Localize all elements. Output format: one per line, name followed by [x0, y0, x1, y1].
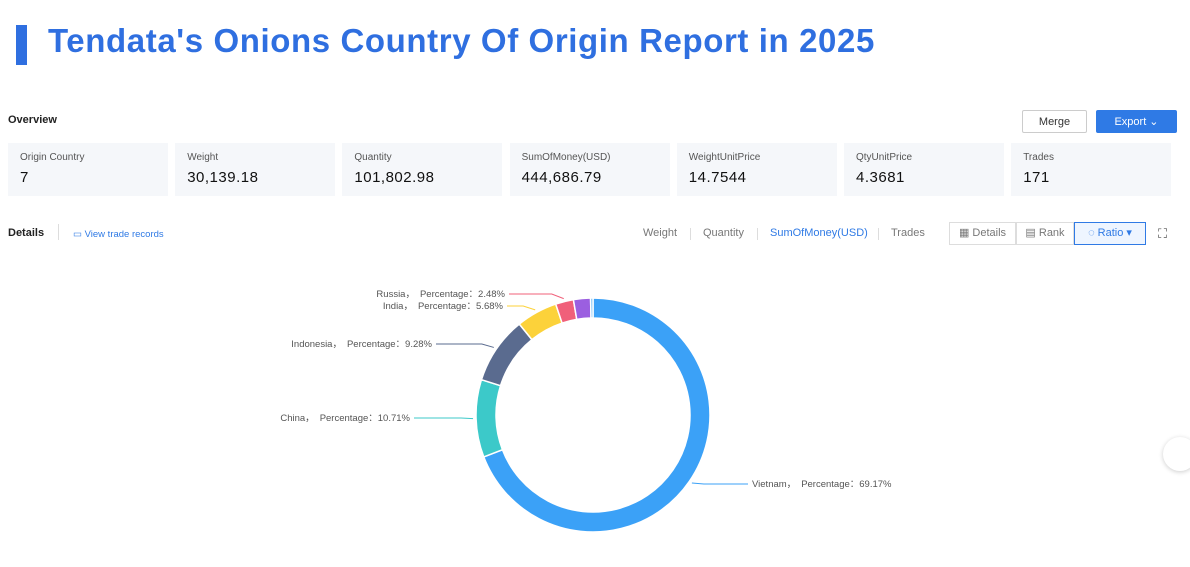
tab-divider [878, 228, 879, 240]
metric-tab[interactable]: Quantity [703, 227, 744, 239]
donut-slice [480, 323, 533, 387]
slice-label: Russia， Percentage：2.48% [376, 289, 505, 300]
view-label: Details [972, 227, 1007, 239]
slice-label: Vietnam， Percentage：69.17% [752, 479, 892, 490]
slice-category: Vietnam， [752, 479, 796, 490]
slice-category: India， [383, 301, 413, 312]
tab-divider [690, 228, 691, 240]
view-tab[interactable]: ▦ Details [949, 222, 1016, 245]
stat-value: 14.7544 [688, 169, 747, 186]
leader-line [414, 417, 474, 420]
metric-tab[interactable]: Weight [643, 227, 678, 239]
view-label: Rank [1038, 227, 1065, 239]
stat-card: Trades 171 [1011, 143, 1172, 196]
slice-label: India， Percentage：5.68% [383, 301, 504, 312]
stat-card: SumOfMoney(USD) 444,686.79 [509, 143, 670, 196]
stat-value: 101,802.98 [354, 169, 435, 186]
fullscreen-button[interactable]: ⛶ [1158, 226, 1168, 241]
link-text: View trade records [84, 229, 164, 240]
leader-line [509, 293, 564, 300]
slice-value-label: Percentage：69.17% [801, 479, 892, 490]
donut-slice [572, 297, 592, 321]
leader-line [507, 305, 536, 311]
stat-value: 30,139.18 [187, 169, 259, 186]
slice-label: Indonesia， Percentage：9.28% [291, 339, 432, 350]
support-button[interactable] [1163, 437, 1190, 471]
slice-category: Russia， [376, 289, 415, 300]
leader-line [436, 343, 494, 348]
leader-line [691, 482, 748, 485]
slice-category: China， [280, 413, 314, 424]
stat-value: 171 [1023, 169, 1050, 186]
stat-label: SumOfMoney(USD) [521, 152, 611, 163]
slice-category: Indonesia， [291, 339, 342, 350]
overview-label: Overview [8, 114, 57, 126]
stat-value: 444,686.79 [521, 169, 602, 186]
donut-slice [482, 297, 711, 533]
details-label: Details [8, 227, 45, 239]
stat-card: Origin Country 7 [8, 143, 168, 196]
view-tab[interactable]: ▤ Rank [1016, 222, 1074, 245]
stat-card: WeightUnitPrice 14.7544 [676, 143, 837, 196]
export-label: Export [1114, 116, 1147, 128]
metric-tab[interactable]: SumOfMoney(USD) [770, 227, 868, 239]
stat-label: Trades [1023, 152, 1054, 163]
stat-card: Weight 30,139.18 [175, 143, 336, 196]
donut-slice [475, 378, 504, 458]
slice-value-label: Percentage：9.28% [347, 339, 433, 350]
stat-label: Quantity [354, 152, 392, 163]
stat-value: 7 [20, 169, 29, 186]
stat-label: WeightUnitPrice [688, 152, 761, 163]
slice-value-label: Percentage：2.48% [420, 289, 506, 300]
trade-records-link[interactable]: ▭ View trade records [73, 229, 164, 240]
view-tab[interactable]: ◌ Ratio ▾ [1074, 222, 1146, 245]
stat-card: Quantity 101,802.98 [342, 143, 503, 196]
export-button[interactable]: Export ⌄ [1096, 110, 1177, 133]
metric-tab[interactable]: Trades [891, 227, 925, 239]
view-label: Ratio [1097, 227, 1124, 239]
merge-label: Merge [1038, 116, 1071, 128]
merge-button[interactable]: Merge [1022, 110, 1087, 133]
slice-value-label: Percentage：5.68% [418, 301, 504, 312]
title-bar [16, 25, 27, 65]
stat-label: Weight [187, 152, 219, 163]
stat-value: 4.3681 [856, 169, 905, 186]
stat-card: QtyUnitPrice 4.3681 [844, 143, 1004, 196]
stat-label: Origin Country [20, 152, 85, 163]
slice-label: China， Percentage：10.71% [280, 413, 410, 424]
slice-value-label: Percentage：10.71% [320, 413, 411, 424]
stat-label: QtyUnitPrice [856, 152, 913, 163]
tab-divider [757, 228, 758, 240]
donut-slice [589, 297, 594, 319]
divider [58, 224, 59, 240]
page-title: Tendata's Onions Country Of Origin Repor… [48, 22, 875, 59]
chart: Vietnam， Percentage：69.17% China， Percentag… [280, 289, 892, 533]
